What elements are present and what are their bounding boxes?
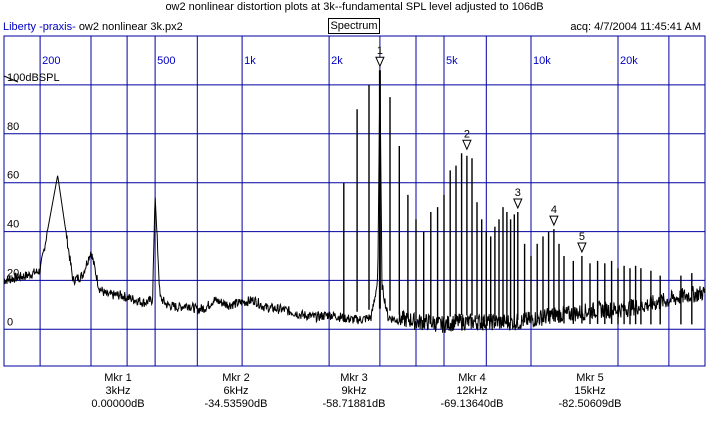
marker-name: Mkr 4: [458, 372, 486, 384]
file-name: ow2 nonlinear 3k.px2: [78, 21, 183, 33]
reference-level-arrow: [3, 75, 19, 83]
marker-number: 1: [377, 45, 383, 57]
marker-triangle-icon: [577, 242, 587, 254]
spectrum-button[interactable]: Spectrum: [328, 18, 380, 34]
x-tick-label: 200: [42, 55, 60, 67]
x-tick-label: 5k: [446, 55, 458, 67]
marker-triangle-icon: [513, 198, 523, 210]
y-tick-label: 80: [7, 121, 19, 133]
acquisition-timestamp: acq: 4/7/2004 11:45:41 AM: [570, 21, 701, 33]
file-info: Liberty -praxis- ow2 nonlinear 3k.px2: [3, 21, 183, 33]
marker-value: -82.50609dB: [558, 398, 622, 410]
program-name: Liberty -praxis-: [3, 21, 76, 33]
x-tick-label: 10k: [533, 55, 551, 67]
marker-triangle-icon: [462, 139, 472, 151]
marker-number: 2: [464, 128, 470, 140]
y-tick-label: 60: [7, 170, 19, 182]
marker-number: 5: [579, 231, 585, 243]
marker-value: -69.13640dB: [440, 398, 504, 410]
marker-triangle-icon: [549, 215, 559, 227]
x-tick-label: 500: [157, 55, 175, 67]
y-tick-label: 100dBSPL: [7, 72, 60, 84]
x-tick-label: 1k: [244, 55, 256, 67]
marker-frequency: 12kHz: [456, 385, 488, 397]
marker-frequency: 6kHz: [223, 385, 249, 397]
marker-name: Mkr 3: [340, 372, 368, 384]
marker-readout-2: Mkr 2 6kHz -34.53590dB: [181, 372, 291, 411]
marker-number: 4: [551, 204, 557, 216]
marker-value: -34.53590dB: [204, 398, 268, 410]
marker-value: -58.71881dB: [322, 398, 386, 410]
y-tick-label: 0: [7, 316, 13, 328]
marker-readout-3: Mkr 3 9kHz -58.71881dB: [299, 372, 409, 411]
marker-readout-4: Mkr 4 12kHz -69.13640dB: [417, 372, 527, 411]
chart-title: ow2 nonlinear distortion plots at 3k--fu…: [165, 1, 544, 13]
x-tick-label: 20k: [620, 55, 638, 67]
marker-readout-1: Mkr 1 3kHz 0.00000dB: [63, 372, 173, 411]
x-tick-label: 2k: [331, 55, 343, 67]
marker-value: 0.00000dB: [91, 398, 145, 410]
marker-readout-5: Mkr 5 15kHz -82.50609dB: [535, 372, 645, 411]
marker-triangle-icon: [375, 56, 385, 68]
marker-readouts: Mkr 1 3kHz 0.00000dB Mkr 2 6kHz -34.5359…: [0, 372, 709, 426]
marker-number: 3: [515, 187, 521, 199]
marker-frequency: 15kHz: [574, 385, 606, 397]
spectrum-trace: [3, 80, 706, 333]
y-tick-label: 40: [7, 219, 19, 231]
marker-frequency: 3kHz: [105, 385, 131, 397]
marker-frequency: 9kHz: [341, 385, 367, 397]
marker-name: Mkr 1: [104, 372, 132, 384]
marker-name: Mkr 5: [576, 372, 604, 384]
marker-name: Mkr 2: [222, 372, 250, 384]
